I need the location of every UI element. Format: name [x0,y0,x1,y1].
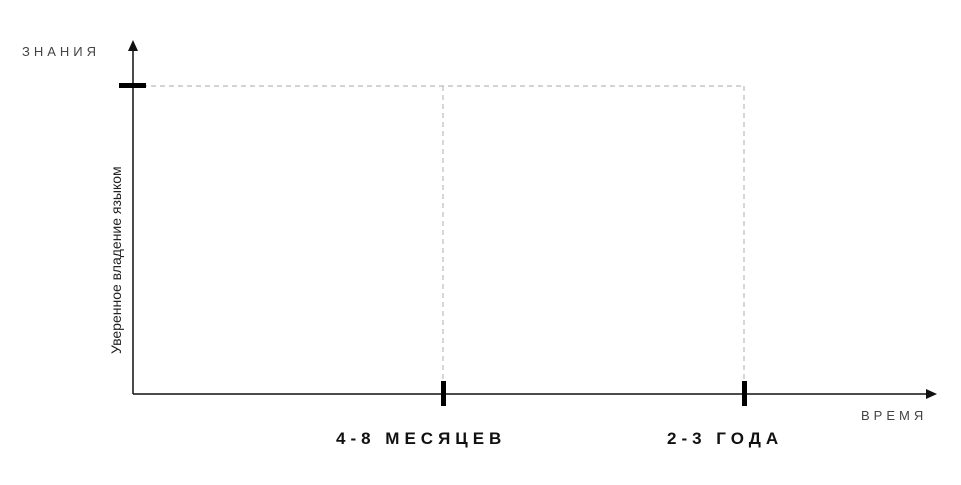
x-axis-arrow [926,389,937,399]
x-tick-label-2: 2-3 ГОДА [667,429,783,448]
y-level-marker [119,83,146,88]
y-axis-arrow [128,40,138,51]
x-tick-marker-2 [742,381,747,406]
y-marker-label: Уверенное владение языком [108,166,124,354]
x-axis-label: ВРЕМЯ [861,408,927,423]
x-tick-marker-1 [441,381,446,406]
x-tick-label-1: 4-8 МЕСЯЦЕВ [336,429,506,448]
y-axis-label: ЗНАНИЯ [22,44,100,59]
